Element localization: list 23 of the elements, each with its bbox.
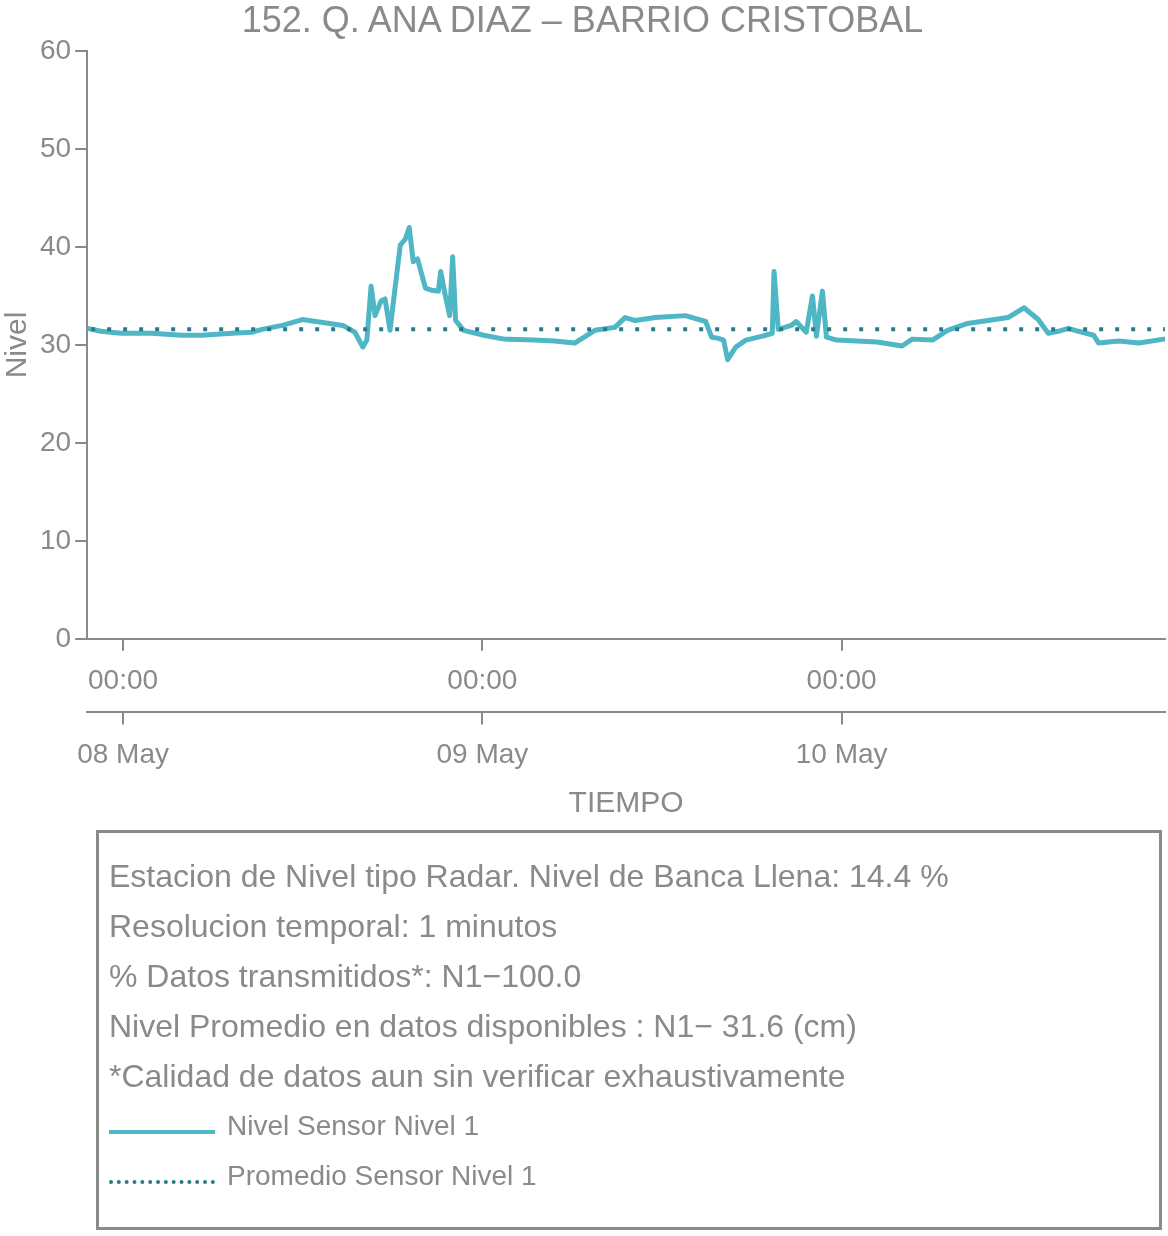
text: % Datos transmitidos*: N1−100.0	[109, 957, 583, 996]
y-tick-label: 0	[55, 621, 72, 653]
text: Resolucion temporal: 1 minutos	[109, 907, 559, 946]
text: Nivel Promedio en datos disponibles : N1− 31.6 (cm)	[109, 1007, 858, 1046]
y-tick-label: 50	[39, 131, 72, 163]
x2-tick-label: 08 May	[77, 737, 169, 769]
x2-tick-label: 10 May	[795, 737, 888, 769]
x-tick-label: 00:00	[806, 664, 877, 696]
y-tick-label: 20	[39, 425, 72, 457]
text: *Calidad de datos aun sin verificar exhaustivamente	[109, 1057, 847, 1096]
y-axis-title: Nivel	[0, 311, 33, 379]
x-tick-label: 00:00	[447, 664, 518, 696]
x-tick-label: 00:00	[88, 664, 159, 696]
legend-label: Nivel Sensor Nivel 1	[227, 1110, 480, 1142]
y-tick-label: 10	[39, 523, 72, 555]
y-tick-label: 60	[39, 33, 72, 65]
legend-label: Promedio Sensor Nivel 1	[227, 1160, 537, 1192]
y-tick-label: 30	[39, 327, 72, 359]
chart-title: 152. Q. ANA DIAZ – BARRIO CRISTOBAL	[241, 0, 924, 40]
x-axis-title: TIEMPO	[568, 785, 684, 819]
y-tick-label: 40	[39, 229, 72, 261]
text: Estacion de Nivel tipo Radar. Nivel de Banca Llena: 14.4 %	[109, 857, 950, 896]
x2-tick-label: 09 May	[436, 737, 529, 769]
